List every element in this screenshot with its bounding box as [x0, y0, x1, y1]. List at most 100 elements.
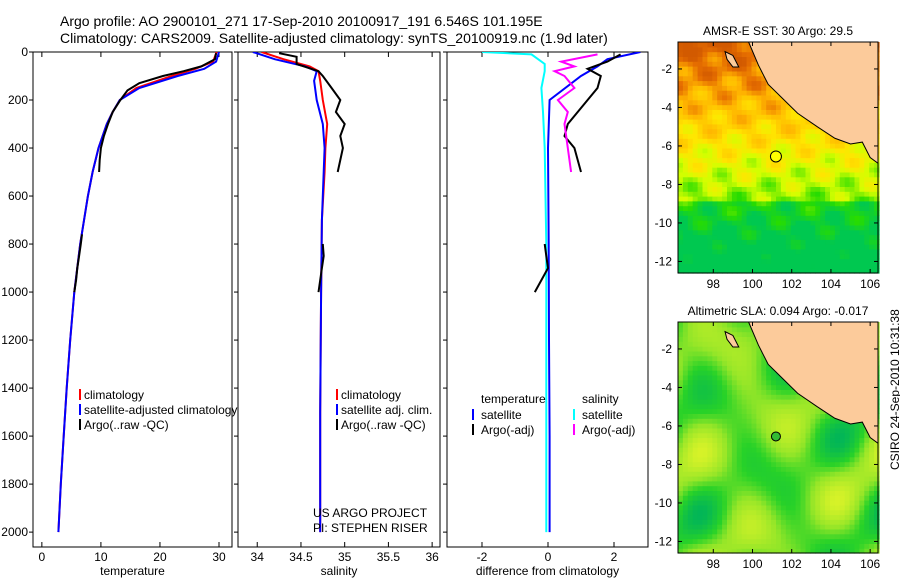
map-cell: [746, 504, 753, 511]
map-cell: [697, 543, 704, 549]
map-cell: [839, 229, 846, 236]
map-cell: [834, 466, 841, 472]
map-cell: [761, 437, 767, 443]
map-cell: [864, 476, 870, 482]
map-cell: [785, 403, 792, 410]
map-cell: [849, 210, 856, 216]
map-cell: [751, 133, 757, 139]
map-cell: [795, 524, 802, 530]
map-cell: [766, 447, 772, 453]
map-cell: [805, 548, 811, 554]
map-cell: [776, 210, 782, 216]
map-cell: [727, 167, 733, 173]
map-cell: [697, 99, 704, 106]
map-cell: [830, 480, 836, 487]
map-cell: [820, 133, 826, 139]
map-cell: [869, 476, 875, 482]
map-cell: [682, 75, 689, 82]
map-cell: [761, 365, 767, 371]
map-cell: [717, 485, 723, 491]
map-cell: [795, 423, 802, 429]
map-cell: [790, 171, 797, 178]
map-cell: [731, 210, 738, 216]
map-cell: [776, 524, 782, 530]
map-cell: [756, 90, 762, 96]
map-cell: [815, 186, 821, 192]
map-cell: [761, 181, 767, 187]
map-cell: [780, 133, 787, 139]
map-cell: [697, 408, 704, 414]
map-cell: [825, 138, 831, 144]
map-cell: [849, 196, 856, 202]
map-cell: [810, 471, 816, 477]
map-cell: [869, 239, 875, 245]
map-cell: [859, 210, 865, 216]
map-cell: [687, 167, 694, 173]
map-cell: [717, 157, 723, 163]
map-cell: [727, 418, 733, 424]
map-cell: [849, 437, 856, 443]
map-cell: [741, 56, 748, 62]
map-cell: [687, 56, 694, 62]
map-cell: [776, 205, 782, 211]
map-cell: [702, 61, 708, 67]
map-cell: [736, 548, 743, 554]
map-cell: [687, 46, 694, 53]
map-cell: [727, 456, 733, 463]
map-cell: [707, 94, 713, 101]
map-cell: [874, 514, 880, 520]
map-cell: [761, 258, 767, 264]
map-cell: [815, 224, 821, 231]
map-cell: [790, 399, 797, 405]
map-cell: [692, 418, 699, 424]
map-cell: [717, 128, 723, 134]
map-cell: [697, 104, 704, 110]
map-cell: [707, 181, 713, 187]
map-cell: [844, 244, 851, 250]
map-cell: [736, 85, 743, 91]
map-cell: [859, 205, 865, 211]
map-cell: [746, 85, 753, 91]
map-cell: [810, 258, 816, 264]
map-cell: [702, 176, 708, 183]
map-cell: [682, 210, 689, 216]
map-cell: [776, 229, 782, 236]
map-cell: [707, 229, 713, 236]
map-cell: [761, 119, 767, 125]
map-cell: [712, 253, 718, 260]
map-cell: [707, 42, 713, 48]
map-cell: [761, 370, 767, 376]
map-cell: [702, 46, 708, 53]
map-cell: [825, 504, 831, 511]
map-cell: [702, 524, 708, 530]
series-line-argo-raw-qc-: [278, 52, 346, 173]
map-cell: [741, 205, 748, 211]
map-cell: [707, 524, 713, 530]
map-cell: [756, 210, 762, 216]
map-cell: [780, 239, 787, 245]
map-cell: [795, 394, 802, 400]
map-cell: [741, 524, 748, 530]
map-cell: [766, 215, 772, 221]
map-cell: [780, 456, 787, 463]
map-cell: [815, 423, 821, 429]
map-cell: [687, 42, 694, 48]
map-cell: [712, 56, 718, 62]
map-cell: [682, 51, 689, 57]
legend-label: satellite: [582, 408, 623, 422]
map-cell: [722, 326, 728, 333]
map-cell: [682, 355, 689, 362]
map-cell: [854, 244, 860, 250]
map-cell: [815, 524, 821, 530]
map-cell: [746, 355, 753, 362]
map-cell: [722, 437, 728, 443]
map-cell: [736, 109, 743, 115]
map-cell: [751, 374, 757, 381]
map-cell: [795, 538, 802, 544]
map-cell: [697, 85, 704, 91]
map-cell: [751, 528, 757, 535]
map-cell: [692, 437, 699, 443]
map-cell: [707, 157, 713, 163]
map-cell: [682, 533, 689, 540]
map-cell: [727, 220, 733, 226]
